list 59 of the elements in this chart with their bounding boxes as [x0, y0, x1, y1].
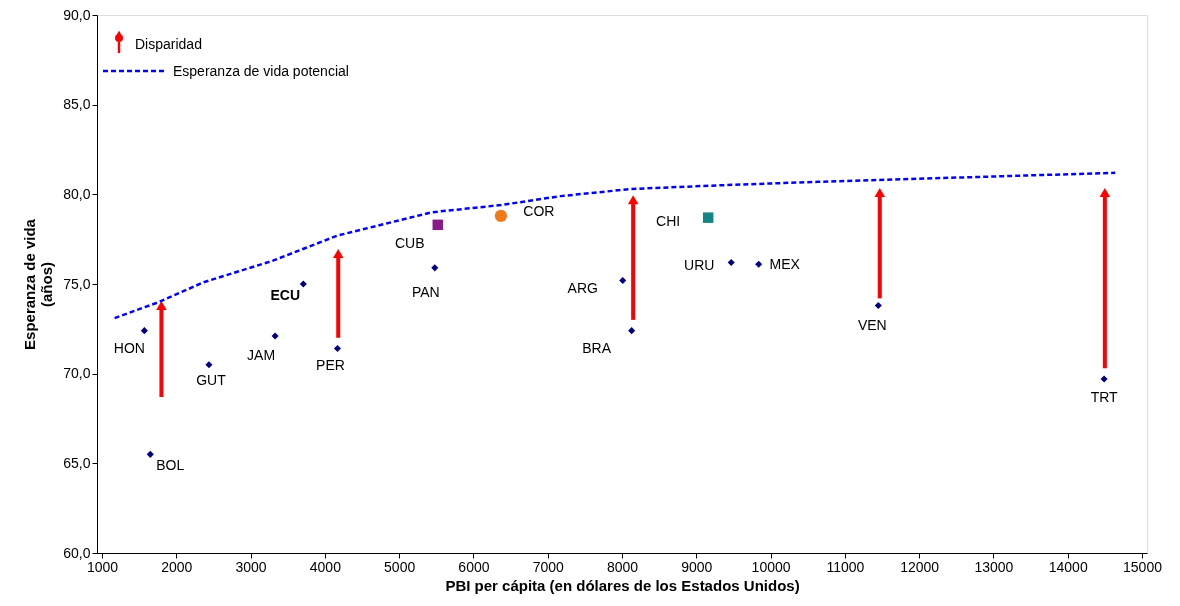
annotation: ECU	[270, 287, 301, 303]
annotation: URU	[684, 257, 715, 274]
x-tick-label: 8000	[606, 558, 639, 575]
point	[494, 209, 508, 222]
legend-label: Disparidad	[135, 36, 202, 52]
x-tick-label: 5000	[384, 558, 416, 575]
annotation: JAM	[247, 347, 276, 364]
annotation: COR	[523, 202, 555, 219]
point	[333, 345, 342, 353]
annotation: CUB	[394, 234, 425, 251]
annotation: MEX	[769, 256, 801, 273]
annotation: GUT	[196, 371, 227, 388]
line-series	[113, 171, 1117, 320]
annotation: ARG	[567, 280, 598, 297]
point	[755, 260, 763, 268]
x-tick-label: 7000	[532, 558, 564, 575]
annotation: CHI	[656, 212, 681, 229]
x-tick-label: 10000	[751, 558, 791, 575]
y-tick-label: 90,0	[63, 6, 91, 23]
x-tick-label: 13000	[974, 558, 1014, 575]
point	[619, 276, 627, 284]
point	[299, 280, 307, 288]
annotation: PER	[316, 356, 345, 373]
x-tick-label: 2000	[161, 558, 193, 575]
x-tick-label: 15000	[1123, 558, 1163, 575]
annotation: BRA	[582, 339, 612, 356]
x-tick-label: 6000	[458, 558, 490, 575]
annotation: PAN	[411, 283, 440, 300]
point	[205, 361, 213, 369]
point	[431, 264, 439, 272]
annotation: BOL	[156, 457, 185, 474]
y-axis-title: Esperanza de vida (años)	[21, 218, 56, 350]
x-tick-label: 1000	[86, 558, 119, 575]
x-tick-label: 11000	[826, 558, 865, 575]
point	[1100, 375, 1108, 383]
y-tick-label: 75,0	[63, 275, 91, 292]
y-tick-label: 65,0	[63, 454, 91, 471]
point	[271, 332, 279, 340]
point	[140, 327, 148, 335]
x-tick-label: 12000	[900, 558, 940, 575]
x-axis-title: PBI per cápita (en dólares de los Estados Unidos)	[445, 576, 800, 594]
x-tick-label: 4000	[309, 558, 342, 575]
point	[874, 301, 882, 310]
y-tick-label: 85,0	[63, 96, 91, 113]
point	[628, 327, 636, 335]
legend-label: Esperanza de vida potencial	[173, 63, 349, 79]
annotation: HON	[113, 339, 145, 356]
y-tick-label: 80,0	[63, 185, 91, 202]
x-tick-label: 14000	[1048, 558, 1088, 575]
point	[146, 450, 154, 458]
annotation: TRT	[1090, 389, 1119, 406]
x-tick-label: 3000	[235, 558, 267, 575]
y-tick-label: 60,0	[63, 544, 91, 561]
point	[727, 258, 735, 267]
x-tick-label: 9000	[681, 558, 713, 575]
point	[432, 219, 444, 231]
annotation: VEN	[857, 316, 887, 333]
point	[702, 212, 714, 223]
y-tick-label: 70,0	[63, 365, 91, 382]
